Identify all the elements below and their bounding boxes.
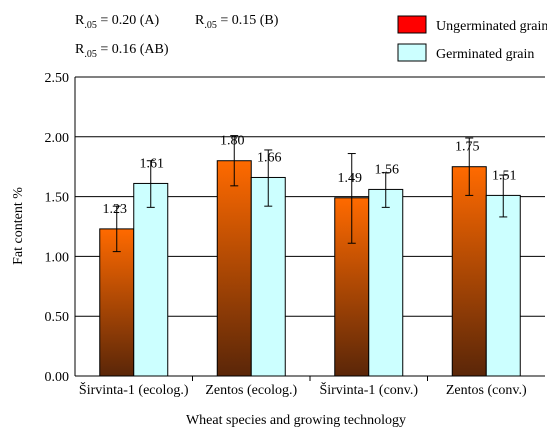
value-label: 1.51 <box>492 168 517 183</box>
annotation-r-a: R.05 = 0.20 (A) <box>75 13 160 31</box>
x-tick-label: Širvinta-1 (conv.) <box>319 381 418 398</box>
y-tick-label: 2.00 <box>45 131 70 146</box>
annotation-r-b: R.05 = 0.15 (B) <box>195 13 279 31</box>
value-label: 1.80 <box>220 134 245 149</box>
value-label: 1.75 <box>455 140 480 155</box>
bar-ungerminated <box>99 228 135 377</box>
y-axis-title: Fat content % <box>11 187 26 265</box>
bar-germinated <box>133 182 169 377</box>
x-tick-label: Zentos (conv.) <box>446 383 527 398</box>
legend-label-ungerminated: Ungerminated grain <box>436 19 547 34</box>
bar-germinated <box>368 188 404 377</box>
value-label: 1.49 <box>338 171 363 186</box>
legend: Ungerminated grain Germinated grain <box>397 15 547 62</box>
value-label: 1.61 <box>140 156 165 171</box>
error-bars <box>112 135 508 253</box>
x-axis-title: Wheat species and growing technology <box>186 413 406 428</box>
bar-ungerminated <box>216 160 252 377</box>
legend-swatch-ungerminated <box>397 15 427 34</box>
bar-germinated <box>485 194 521 377</box>
legend-swatch-germinated <box>397 43 427 62</box>
legend-label-germinated: Germinated grain <box>436 47 534 62</box>
value-label: 1.56 <box>375 162 400 177</box>
value-label: 1.66 <box>257 150 282 165</box>
bars <box>99 160 521 377</box>
y-tick-label: 1.00 <box>45 250 70 265</box>
axes <box>74 77 545 381</box>
bar-ungerminated <box>451 166 487 377</box>
x-tick-label: Širvinta-1 (ecolog.) <box>79 381 189 398</box>
x-tick-label: Zentos (ecolog.) <box>205 383 297 398</box>
y-tick-label: 0.50 <box>45 310 70 325</box>
value-label: 1.23 <box>103 202 128 217</box>
annotation-r-ab: R.05 = 0.16 (AB) <box>75 42 169 60</box>
y-tick-label: 0.00 <box>45 370 70 385</box>
bar-germinated <box>250 176 286 377</box>
y-tick-label: 1.50 <box>45 191 70 206</box>
value-labels: 1.23 1.61 1.80 1.66 1.49 1.56 1.75 1.51 <box>103 134 517 217</box>
y-tick-label: 2.50 <box>45 71 70 86</box>
tick-labels: 0.00 0.50 1.00 1.50 2.00 2.50 Širvinta-1 (ecol… <box>45 71 527 398</box>
